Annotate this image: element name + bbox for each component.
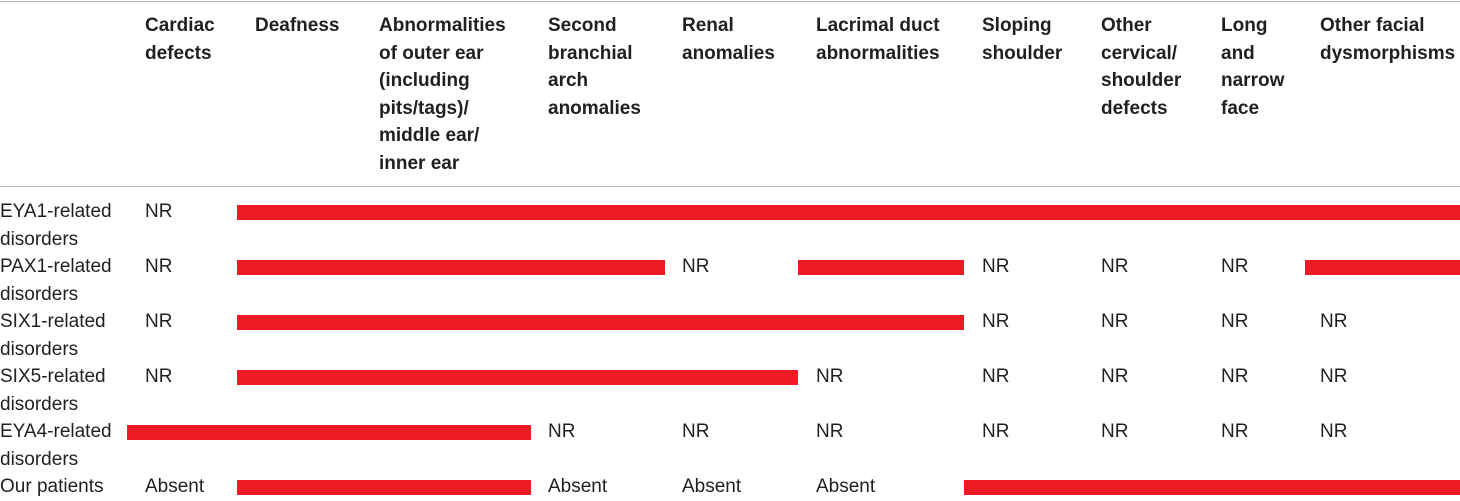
- header-rule: [0, 186, 1460, 187]
- present-bar: [237, 205, 1460, 220]
- column-header-lacrimal: Lacrimal duct abnormalities: [816, 15, 940, 64]
- cell-value: NR: [1320, 366, 1348, 387]
- column-header-face: Long and narrow face: [1221, 15, 1285, 119]
- cell-value: Absent: [816, 476, 876, 497]
- cell-value: NR: [145, 366, 173, 387]
- present-bar: [127, 425, 531, 440]
- cell-value: NR: [682, 256, 710, 277]
- cell-value: NR: [1320, 311, 1348, 332]
- cell-value: NR: [1101, 366, 1129, 387]
- present-bar: [798, 260, 964, 275]
- column-header-cardiac: Cardiac defects: [145, 15, 215, 64]
- column-header-branchial: Second branchial arch anomalies: [548, 15, 641, 119]
- cell-value: NR: [982, 256, 1010, 277]
- present-bar: [237, 480, 531, 495]
- top-rule: [0, 1, 1460, 2]
- column-header-ear: Abnormalities of outer ear (including pi…: [379, 15, 506, 174]
- cell-value: NR: [816, 366, 844, 387]
- row-label: Our patients: [0, 476, 104, 497]
- cell-value: Absent: [682, 476, 742, 497]
- column-header-deafness: Deafness: [255, 15, 340, 36]
- column-header-cervical: Other cervical/ shoulder defects: [1101, 15, 1182, 119]
- cell-value: NR: [145, 256, 173, 277]
- column-header-renal: Renal anomalies: [682, 15, 775, 64]
- cell-value: NR: [1221, 421, 1249, 442]
- cell-value: NR: [1221, 366, 1249, 387]
- cell-value: NR: [145, 311, 173, 332]
- present-bar: [1305, 260, 1460, 275]
- cell-value: NR: [1101, 311, 1129, 332]
- row-label: SIX1-related disorders: [0, 311, 106, 360]
- row-label: EYA4-related disorders: [0, 421, 112, 470]
- cell-value: NR: [982, 421, 1010, 442]
- present-bar: [237, 260, 665, 275]
- cell-value: NR: [1221, 256, 1249, 277]
- cell-value: NR: [1101, 256, 1129, 277]
- cell-value: NR: [1101, 421, 1129, 442]
- cell-value: NR: [982, 366, 1010, 387]
- row-label: SIX5-related disorders: [0, 366, 106, 415]
- cell-value: NR: [1320, 421, 1348, 442]
- row-label: EYA1-related disorders: [0, 201, 112, 250]
- column-header-shoulder: Sloping shoulder: [982, 15, 1063, 64]
- cell-value: Absent: [548, 476, 608, 497]
- present-bar: [237, 370, 798, 385]
- cell-value: NR: [145, 201, 173, 222]
- cell-value: NR: [982, 311, 1010, 332]
- column-header-facial: Other facial dysmorphisms: [1320, 15, 1456, 64]
- cell-value: NR: [682, 421, 710, 442]
- present-bar: [237, 315, 964, 330]
- row-label: PAX1-related disorders: [0, 256, 112, 305]
- present-bar: [964, 480, 1460, 495]
- cell-value: NR: [548, 421, 576, 442]
- cell-value: NR: [1221, 311, 1249, 332]
- cell-value: Absent: [145, 476, 205, 497]
- cell-value: NR: [816, 421, 844, 442]
